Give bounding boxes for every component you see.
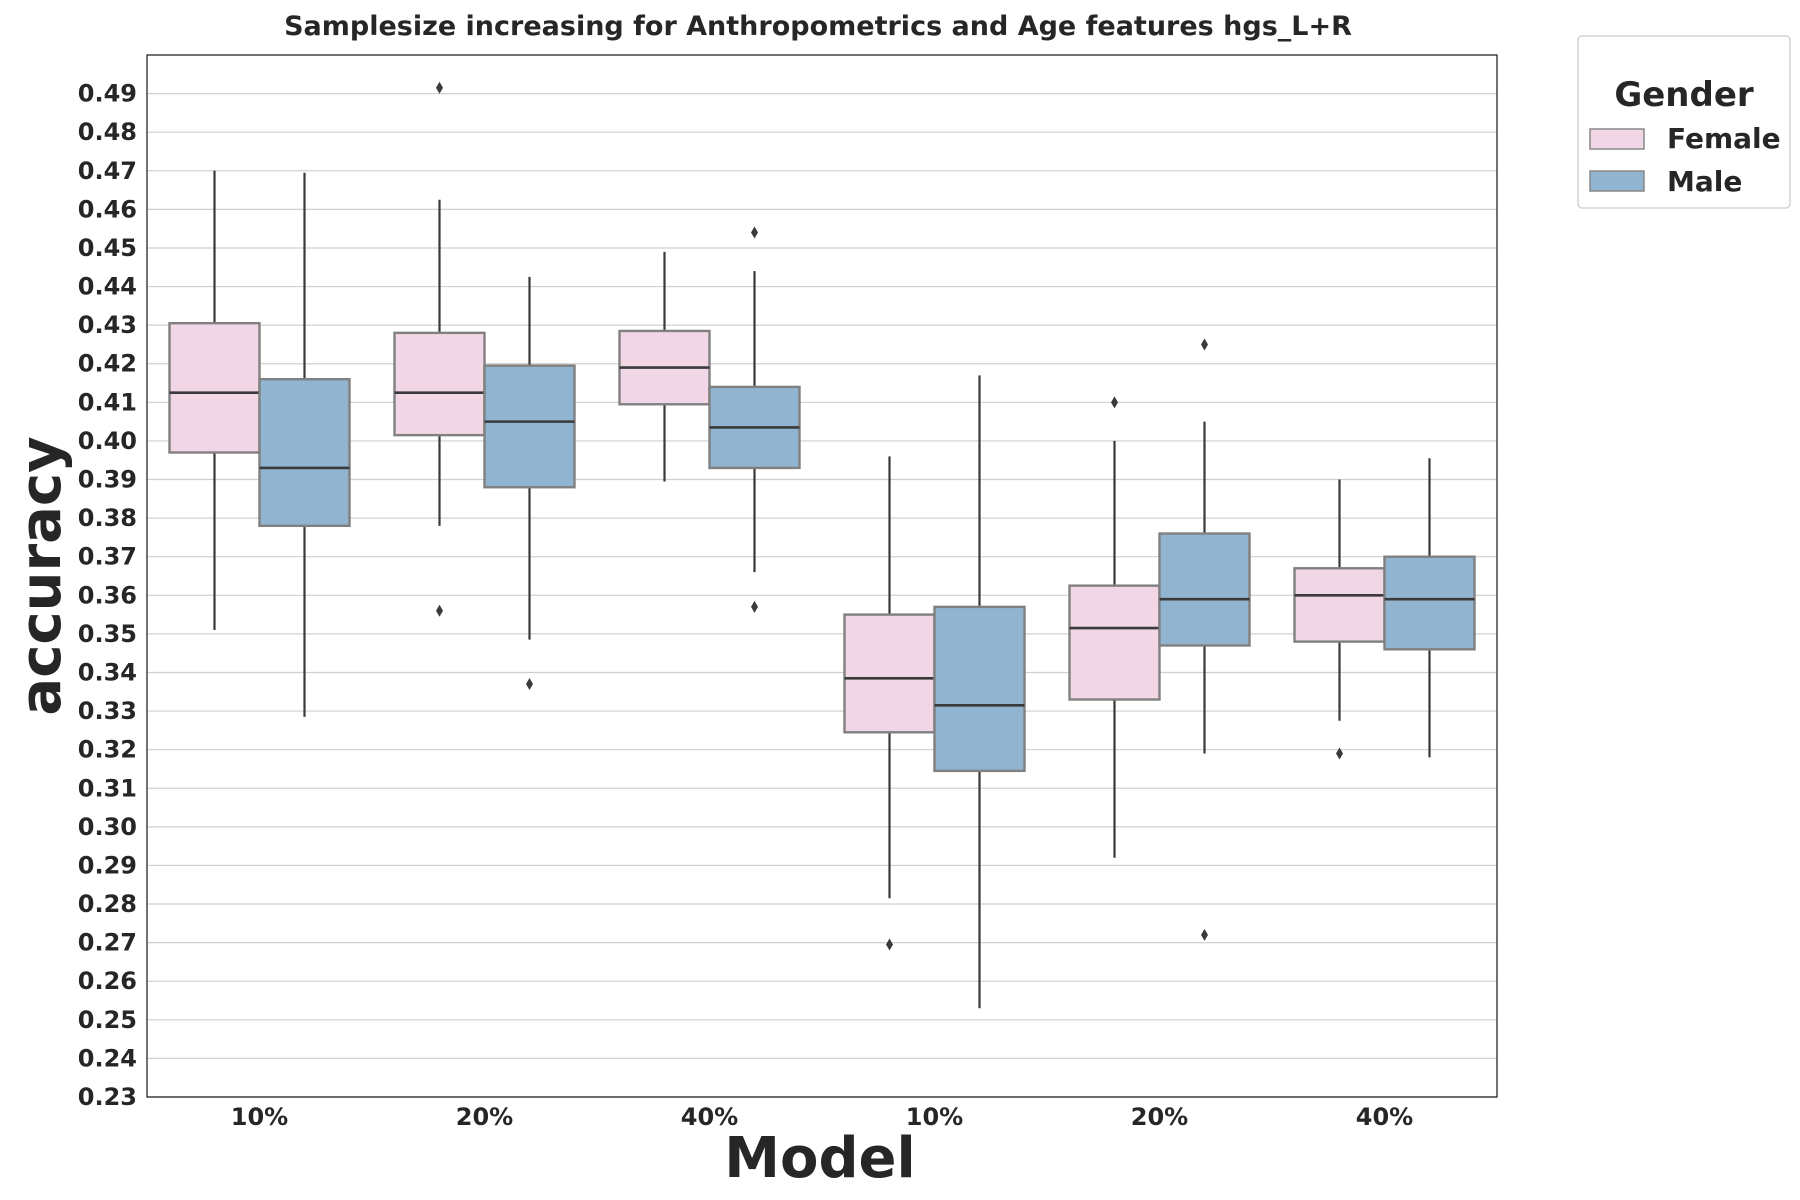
y-tick-label: 0.43 <box>78 311 137 339</box>
x-tick-label: 40% <box>1356 1103 1413 1131</box>
box-female <box>1068 396 1161 858</box>
y-tick-label: 0.27 <box>78 929 137 957</box>
y-tick-label: 0.35 <box>78 620 137 648</box>
chart-title: Samplesize increasing for Anthropometric… <box>284 11 1352 42</box>
box-male <box>1383 458 1476 758</box>
box-body <box>843 613 936 734</box>
outlier-point <box>1201 338 1208 351</box>
y-tick-label: 0.34 <box>78 658 137 686</box>
box-body <box>1293 567 1386 643</box>
x-tick-labels: 10% 20% 40% 10% 20% 40% <box>231 1103 1413 1131</box>
y-tick-label: 0.48 <box>78 118 137 146</box>
y-tick-label: 0.23 <box>78 1083 137 1111</box>
y-tick-label: 0.31 <box>78 774 137 802</box>
box-female <box>618 251 711 482</box>
outlier-point <box>526 678 533 691</box>
box-body <box>393 331 486 437</box>
legend-label-male: Male <box>1667 165 1742 198</box>
x-tick-label: 20% <box>1131 1103 1188 1131</box>
x-tick-label: 10% <box>906 1103 963 1131</box>
y-tick-label: 0.37 <box>78 543 137 571</box>
gridlines <box>147 92 1497 1098</box>
y-tick-label: 0.38 <box>78 504 137 532</box>
y-tick-label: 0.25 <box>78 1006 137 1034</box>
box-female <box>168 170 261 631</box>
outlier-point <box>751 226 758 239</box>
y-tick-label: 0.40 <box>78 427 137 455</box>
x-tick-label: 40% <box>681 1103 738 1131</box>
box-male <box>483 276 576 691</box>
box-male <box>258 172 351 717</box>
y-tick-label: 0.46 <box>78 195 137 223</box>
box-male <box>933 375 1026 1009</box>
y-tick-label: 0.42 <box>78 350 137 378</box>
box-body <box>1068 584 1161 701</box>
box-male <box>708 226 801 613</box>
legend-label-female: Female <box>1667 122 1781 155</box>
y-tick-label: 0.36 <box>78 581 137 609</box>
legend-swatch-female <box>1589 128 1645 150</box>
outlier-point <box>436 604 443 617</box>
outlier-point <box>1336 747 1343 760</box>
x-axis-label: Model <box>724 1126 915 1191</box>
box-female <box>393 81 486 617</box>
x-tick-label: 10% <box>231 1103 288 1131</box>
y-tick-label: 0.39 <box>78 466 137 494</box>
box-body <box>483 364 576 489</box>
y-tick-label: 0.49 <box>78 80 137 108</box>
legend: Gender Female Male <box>1577 35 1791 209</box>
y-tick-label: 0.32 <box>78 736 137 764</box>
x-tick-label: 20% <box>456 1103 513 1131</box>
y-tick-label: 0.26 <box>78 967 137 995</box>
box-body <box>933 605 1026 773</box>
outlier-point <box>751 600 758 613</box>
y-tick-label: 0.47 <box>78 157 137 185</box>
box-female <box>1293 479 1386 760</box>
outlier-point <box>1201 928 1208 941</box>
y-tick-label: 0.33 <box>78 697 137 725</box>
outlier-point <box>1111 396 1118 409</box>
box-body <box>1158 532 1251 647</box>
plot-frame <box>146 54 1498 1098</box>
legend-frame <box>1577 35 1791 209</box>
legend-swatch-male <box>1589 170 1645 192</box>
y-tick-label: 0.44 <box>78 273 137 301</box>
box-female <box>843 456 936 951</box>
outlier-point <box>436 81 443 94</box>
legend-title: Gender <box>1614 75 1754 115</box>
y-tick-labels: 0.23 0.24 0.25 0.26 0.27 0.28 0.29 0.30 0.31 0.32… <box>78 80 137 1111</box>
box-body <box>258 377 351 528</box>
box-male <box>1158 338 1251 941</box>
y-axis-label: accuracy <box>9 436 74 715</box>
plot-marks <box>168 81 1476 1009</box>
y-tick-label: 0.41 <box>78 388 137 416</box>
y-tick-label: 0.24 <box>78 1044 137 1072</box>
y-tick-label: 0.30 <box>78 813 137 841</box>
outlier-point <box>886 938 893 951</box>
box-body <box>1383 555 1476 651</box>
y-tick-label: 0.28 <box>78 890 137 918</box>
box-body <box>168 322 261 454</box>
y-tick-label: 0.45 <box>78 234 137 262</box>
y-tick-label: 0.29 <box>78 851 137 879</box>
